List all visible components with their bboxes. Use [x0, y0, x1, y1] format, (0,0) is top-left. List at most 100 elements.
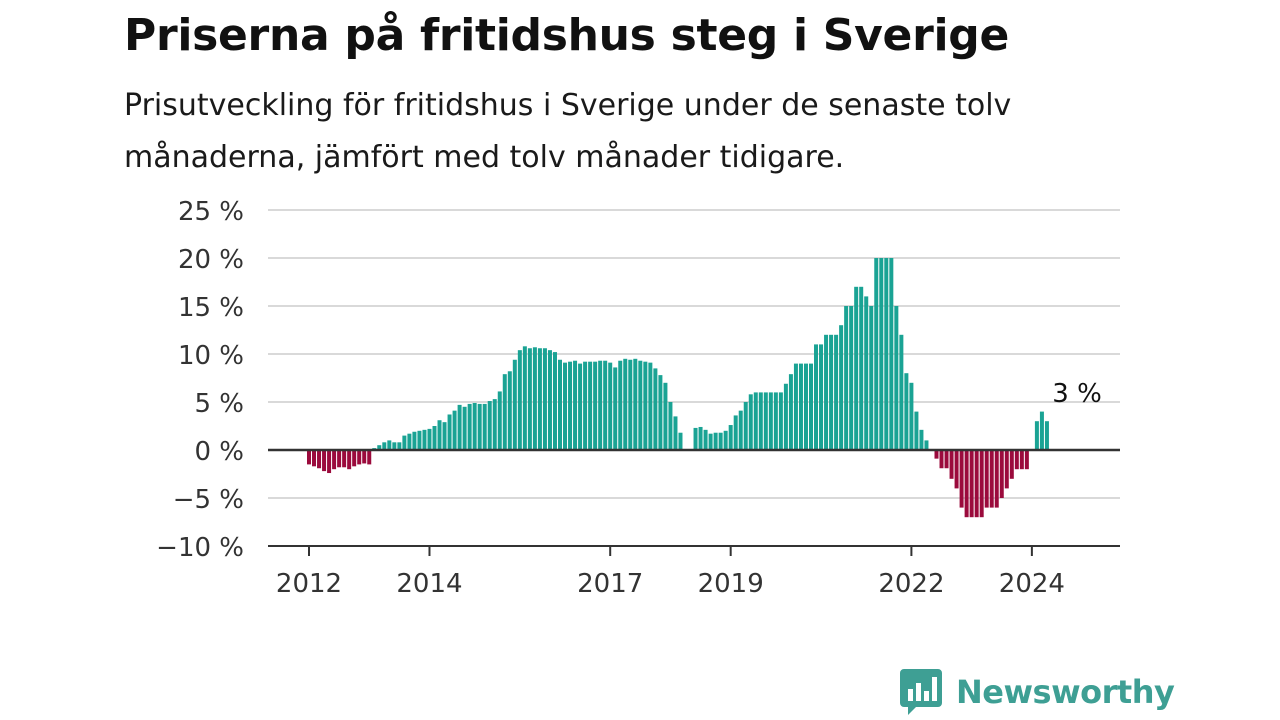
x-tick-label: 2012 — [276, 569, 342, 599]
bar — [904, 373, 909, 450]
bar — [969, 450, 974, 518]
x-tick-label: 2019 — [698, 569, 764, 599]
bar — [829, 334, 834, 450]
bar — [834, 334, 839, 450]
bar — [814, 344, 819, 450]
bar — [452, 410, 457, 450]
bar — [934, 450, 939, 459]
bar — [703, 429, 708, 450]
bar — [899, 334, 904, 450]
bar — [663, 382, 668, 450]
brand-name: Newsworthy — [956, 673, 1175, 711]
bar — [502, 374, 507, 450]
bar — [537, 348, 542, 450]
bar — [824, 334, 829, 450]
bar — [728, 425, 733, 450]
bar — [337, 450, 342, 468]
bar — [442, 422, 447, 450]
x-tick-label: 2017 — [577, 569, 643, 599]
bar — [618, 360, 623, 450]
bar — [322, 450, 327, 472]
bar — [914, 411, 919, 450]
bar — [979, 450, 984, 518]
bar — [673, 416, 678, 450]
bar — [949, 450, 954, 479]
bar — [753, 392, 758, 450]
bar — [773, 392, 778, 450]
bar — [517, 350, 522, 450]
bar — [477, 403, 482, 450]
annotation-label: 3 % — [1052, 379, 1102, 409]
bar — [849, 306, 854, 450]
bar — [527, 348, 532, 450]
bar — [743, 402, 748, 450]
newsworthy-chart-bubble-icon — [900, 669, 942, 715]
bar — [412, 431, 417, 450]
bar — [332, 450, 337, 470]
x-tick-label: 2014 — [396, 569, 462, 599]
bar — [437, 420, 442, 450]
bar — [462, 406, 467, 450]
bar — [558, 359, 562, 450]
bar — [552, 352, 557, 450]
bar — [778, 392, 783, 450]
bar — [909, 382, 914, 450]
axes — [268, 448, 1120, 556]
bar — [487, 401, 492, 450]
bar — [542, 348, 547, 450]
bar — [653, 368, 658, 450]
bar — [482, 403, 487, 450]
bar — [974, 450, 979, 518]
bar — [1039, 411, 1044, 450]
bar — [738, 410, 743, 450]
bar — [583, 361, 588, 450]
bar — [783, 383, 788, 450]
y-tick-label: 15 % — [178, 293, 244, 323]
bar — [954, 450, 959, 489]
bar — [668, 402, 673, 450]
bar — [578, 363, 583, 450]
bar — [733, 415, 738, 450]
y-tick-label: 25 % — [178, 197, 244, 227]
bar — [959, 450, 964, 508]
bar — [718, 432, 723, 450]
bar — [708, 433, 713, 450]
bar — [999, 450, 1004, 498]
bar — [748, 394, 753, 450]
y-tick-label: 0 % — [194, 437, 244, 467]
bar — [819, 344, 824, 450]
bar — [1009, 450, 1014, 479]
chart-subtitle: Prisutveckling för fritidshus i Sverige … — [124, 88, 1012, 175]
bar — [879, 258, 884, 450]
bar — [798, 363, 803, 450]
y-tick-label: −10 % — [156, 533, 244, 563]
bar — [984, 450, 989, 508]
bar — [407, 433, 412, 450]
bar — [964, 450, 969, 518]
x-tick-label: 2022 — [878, 569, 944, 599]
bar — [1044, 421, 1049, 450]
bar — [522, 346, 527, 450]
bar — [844, 306, 849, 450]
y-tick-label: −5 % — [173, 485, 244, 515]
bar — [633, 358, 638, 450]
bar — [939, 450, 944, 469]
bar — [507, 371, 512, 450]
bar — [402, 435, 407, 450]
bar — [387, 440, 392, 450]
bar — [377, 445, 382, 450]
x-tick-label: 2024 — [999, 569, 1065, 599]
bar — [598, 360, 603, 450]
bar — [497, 391, 502, 450]
bar — [367, 450, 372, 465]
bar — [532, 347, 537, 450]
bar — [422, 429, 427, 450]
bars — [307, 258, 1049, 518]
bar — [944, 450, 949, 469]
bar — [547, 350, 552, 450]
bar — [874, 258, 879, 450]
bar — [1019, 450, 1024, 470]
bar — [512, 359, 517, 450]
bar — [869, 306, 874, 450]
